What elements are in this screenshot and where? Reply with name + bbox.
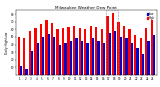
Bar [79,28,81,75]
Bar [59,45,61,75]
Bar [53,37,56,75]
Bar [142,54,144,75]
Bar [114,31,116,75]
Bar [51,23,53,75]
Bar [125,38,128,75]
Bar [147,41,150,75]
Bar [20,66,22,75]
Bar [101,29,103,75]
Bar [42,37,44,75]
Bar [95,27,97,75]
Bar [73,26,75,75]
Bar [56,29,59,75]
Bar [81,41,83,75]
Legend: Low, High: Low, High [146,12,155,21]
Bar [34,28,36,75]
Bar [123,26,125,75]
Bar [90,26,92,75]
Bar [128,29,131,75]
Bar [40,24,42,75]
Bar [112,13,114,75]
Bar [70,41,72,75]
Bar [140,38,142,75]
Bar [86,43,89,75]
Bar [48,34,50,75]
Bar [134,35,136,75]
Bar [23,38,25,75]
Bar [151,20,153,75]
Bar [68,27,70,75]
Y-axis label: Daily High/Low: Daily High/Low [5,31,9,54]
Bar [131,43,133,75]
Bar [31,51,33,75]
Bar [117,22,120,75]
Bar [92,38,94,75]
Title: Milwaukee Weather Dew Point: Milwaukee Weather Dew Point [56,6,117,10]
Bar [120,37,122,75]
Bar [153,35,155,75]
Bar [106,16,109,75]
Bar [103,43,105,75]
Bar [145,28,147,75]
Bar [75,38,78,75]
Bar [136,48,139,75]
Bar [36,43,39,75]
Bar [45,20,48,75]
Bar [18,37,20,75]
Bar [29,31,31,75]
Bar [64,43,67,75]
Bar [109,33,111,75]
Bar [106,10,119,75]
Bar [25,69,28,75]
Bar [84,29,86,75]
Bar [62,28,64,75]
Bar [97,41,100,75]
